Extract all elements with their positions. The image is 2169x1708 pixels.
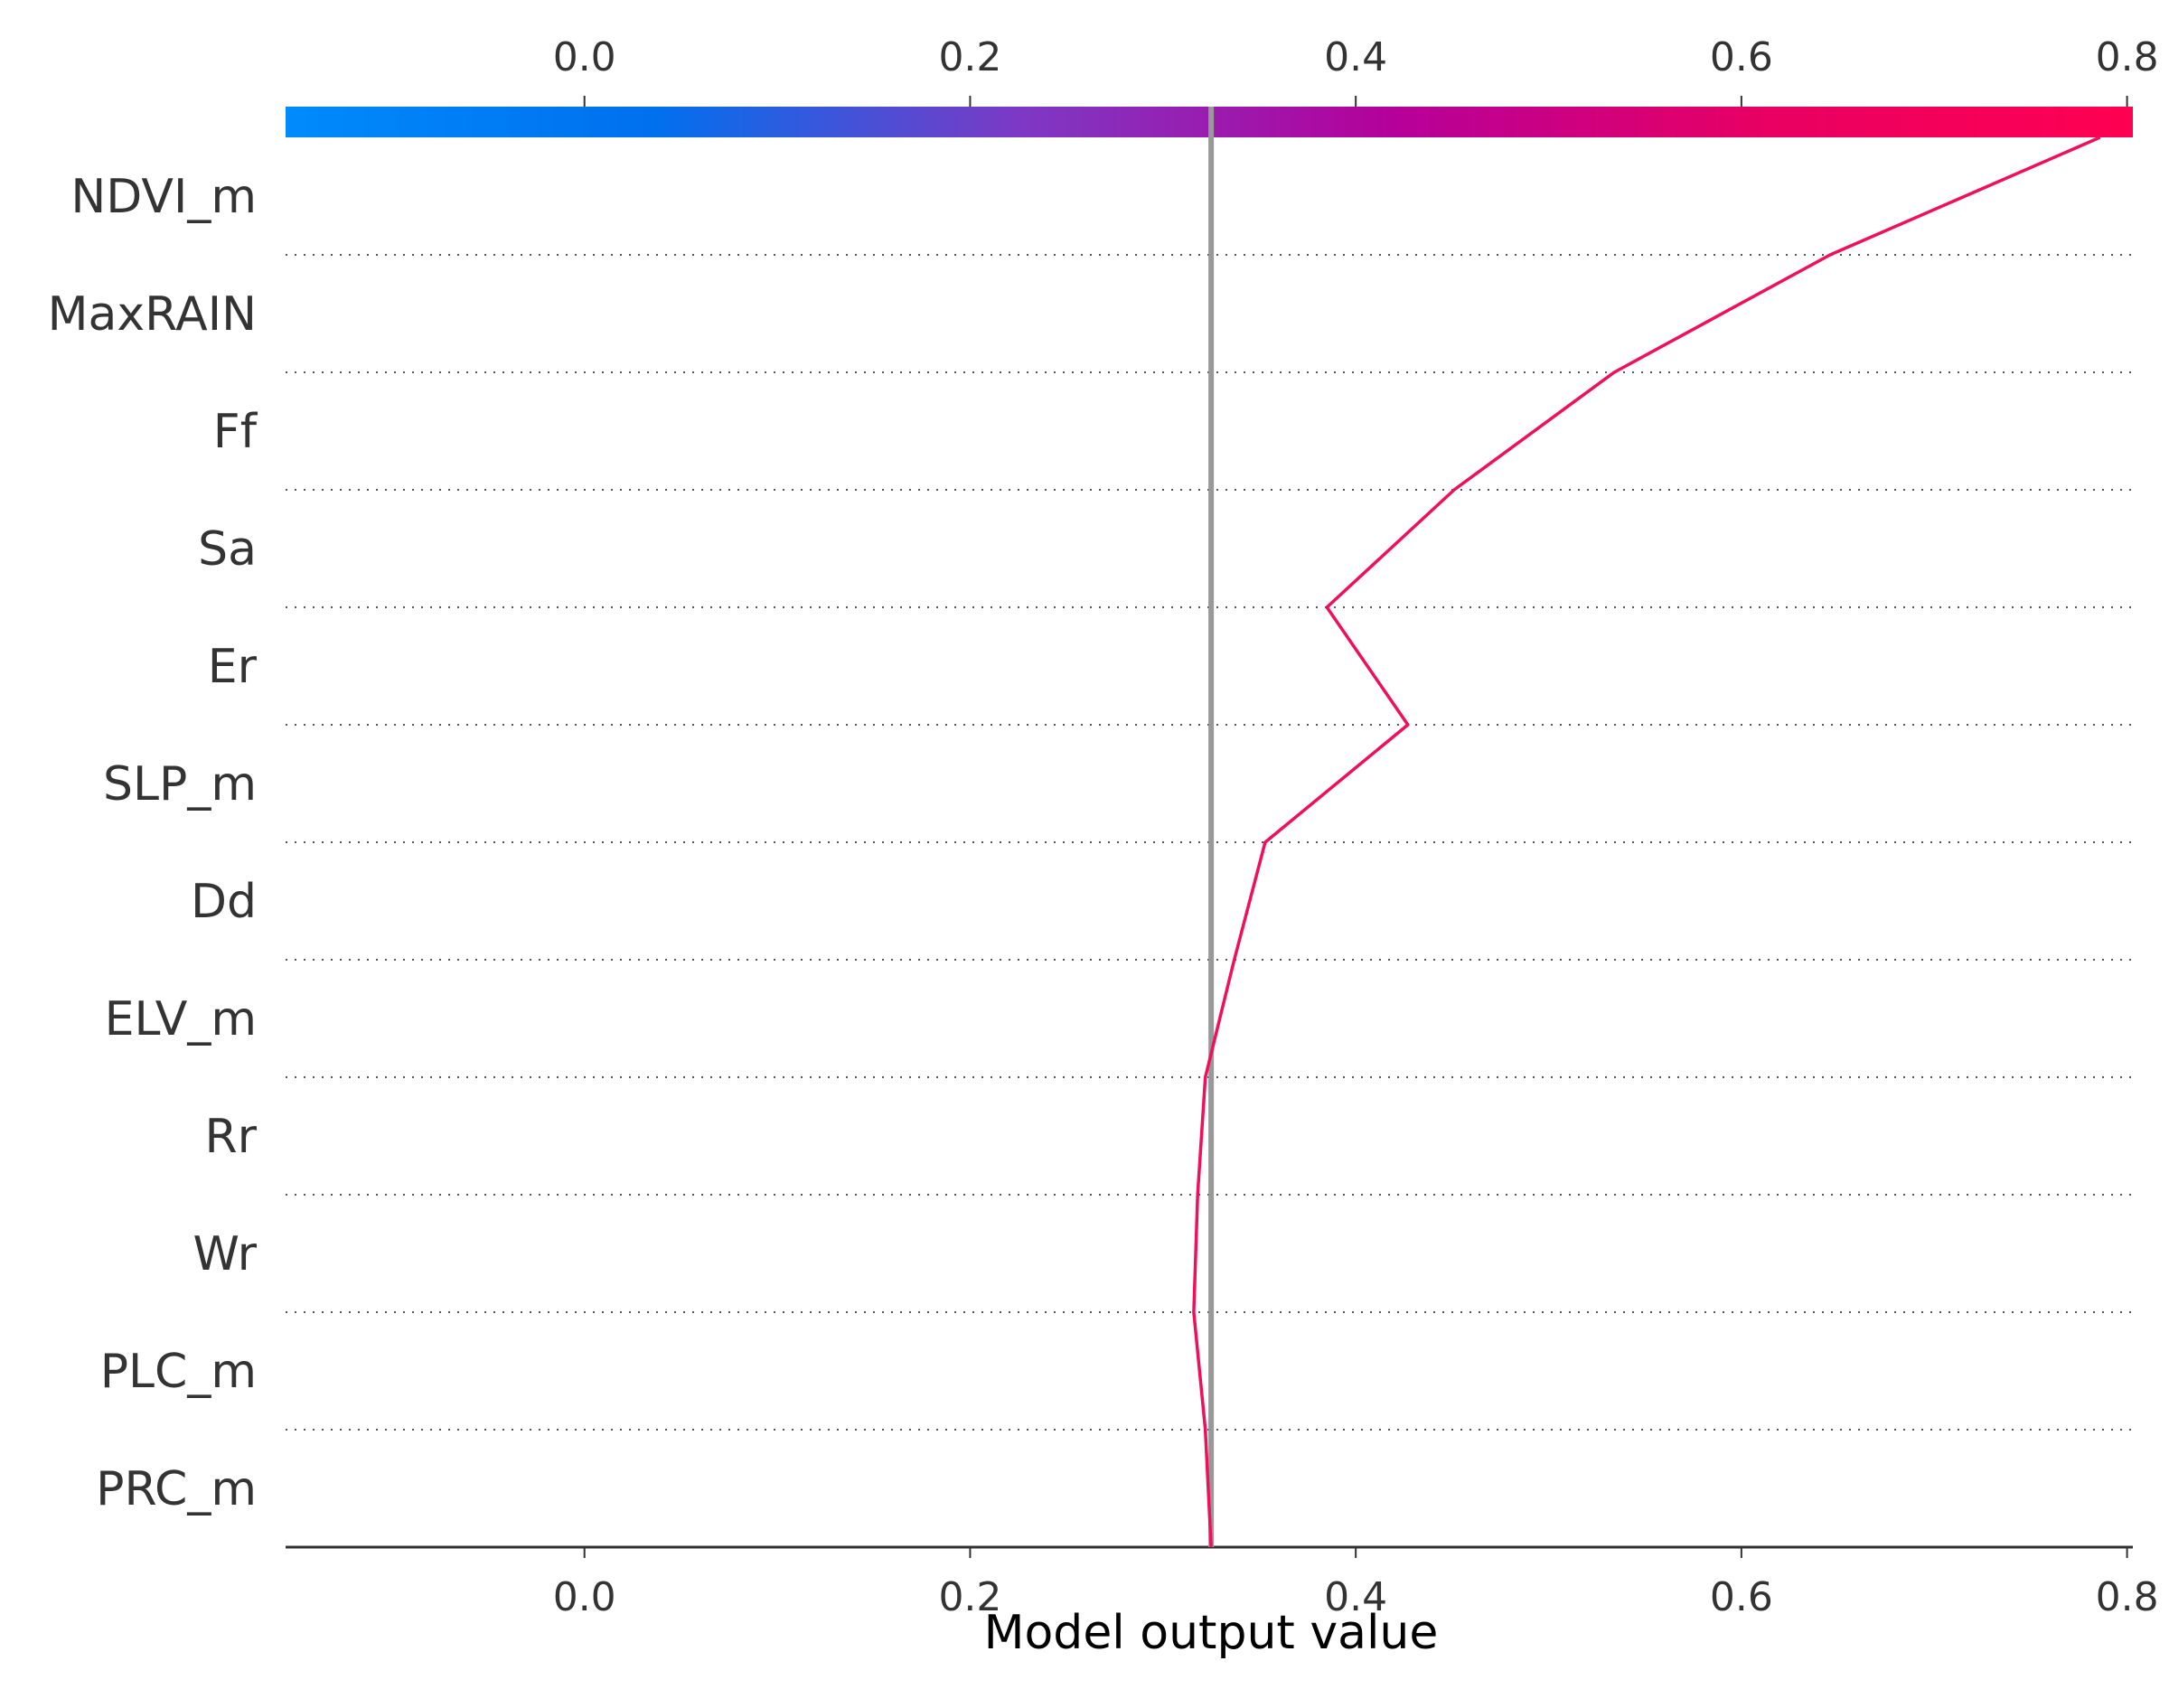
top-tick-label: 0.0 [553,34,616,80]
feature-labels: NDVI_m MaxRAIN Ff Sa Er SLP_m Dd ELV_m Rr Wr PLC_m… [48,170,258,1516]
feature-label-plc-m: PLC_m [100,1345,257,1399]
feature-label-elv-m: ELV_m [105,992,257,1046]
feature-label-slp-m: SLP_m [103,757,257,812]
x-tick-label: 0.8 [2096,1574,2159,1620]
x-axis: 0.0 0.2 0.4 0.6 0.8 [286,1545,2159,1620]
feature-label-rr: Rr [204,1110,257,1164]
x-tick-label: 0.2 [938,1574,1001,1620]
feature-label-prc-m: PRC_m [96,1462,257,1516]
feature-label-dd: Dd [191,875,257,929]
feature-label-sa: Sa [198,522,257,577]
top-tick-label: 0.2 [938,34,1001,80]
colorbar: 0.0 0.2 0.4 0.6 0.8 [286,34,2159,137]
feature-label-er: Er [208,640,258,694]
x-tick-label: 0.0 [553,1574,616,1620]
decision-path [1192,136,2101,1548]
top-tick-label: 0.6 [1710,34,1773,80]
x-axis-label: Model output value [984,1606,1439,1660]
top-tick-label: 0.8 [2096,34,2159,80]
x-tick-label: 0.6 [1710,1574,1773,1620]
feature-label-wr: Wr [193,1227,258,1281]
decision-path-line [1192,136,2101,1548]
top-tick-label: 0.4 [1324,34,1387,80]
x-tick-label: 0.4 [1324,1574,1387,1620]
feature-label-ff: Ff [213,405,258,459]
feature-label-ndvi-m: NDVI_m [70,170,257,224]
feature-label-maxrain: MaxRAIN [48,287,257,342]
